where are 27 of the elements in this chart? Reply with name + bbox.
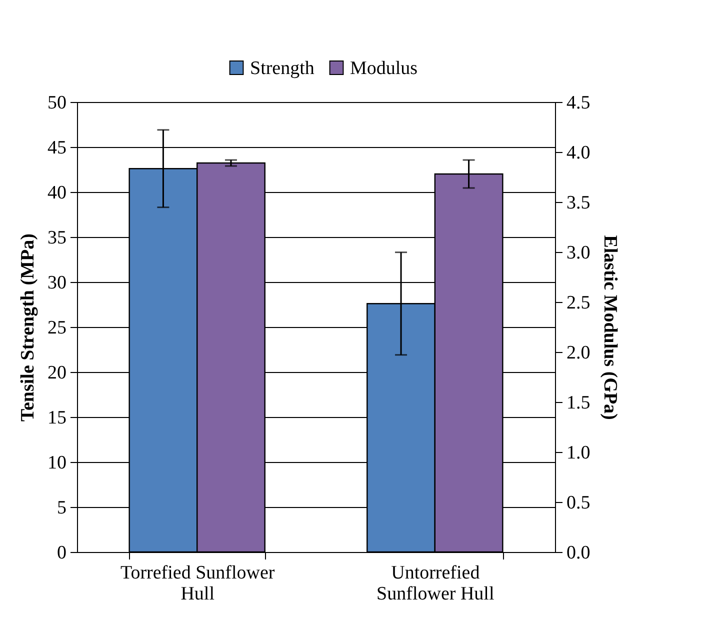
y-tick-label: 30 [48,272,66,294]
y-tick-label: 15 [48,408,66,428]
y-tick-label: 25 [48,318,66,338]
x-tick-label: Untorrefied Sunflower Hull [376,562,494,604]
y-tick-label: 0 [57,542,66,564]
y2-tick-label: 2.0 [566,342,590,364]
y2-tick-label: 4.0 [566,142,590,164]
y2-tick-label: 0.0 [566,542,590,564]
legend-label: Strength [250,58,315,79]
y-tick-label: 10 [48,452,66,474]
y2-tick-label: 4.5 [566,92,590,114]
y2-tick-label: 0.5 [566,492,590,514]
y2-axis-title: Elastic Modulus (GPa) [599,235,620,420]
y-tick-label: 50 [48,92,66,114]
y-tick-label: 20 [48,362,66,384]
y-tick-label: 35 [48,228,66,248]
x-tick-label: Torrefied Sunflower Hull [120,562,276,604]
y-tick-label: 5 [57,498,66,518]
legend-label: Modulus [350,58,418,79]
y-tick-label: 45 [48,138,66,158]
y2-tick-label: 3.5 [566,192,590,214]
y-tick-label: 40 [48,182,66,204]
y2-tick-label: 1.5 [566,392,590,414]
y2-tick-label: 1.0 [566,442,590,464]
y-axis-title: Tensile Strength (MPa) [18,234,38,422]
y2-tick-label: 3.0 [566,242,590,264]
y2-tick-label: 2.5 [566,292,590,314]
